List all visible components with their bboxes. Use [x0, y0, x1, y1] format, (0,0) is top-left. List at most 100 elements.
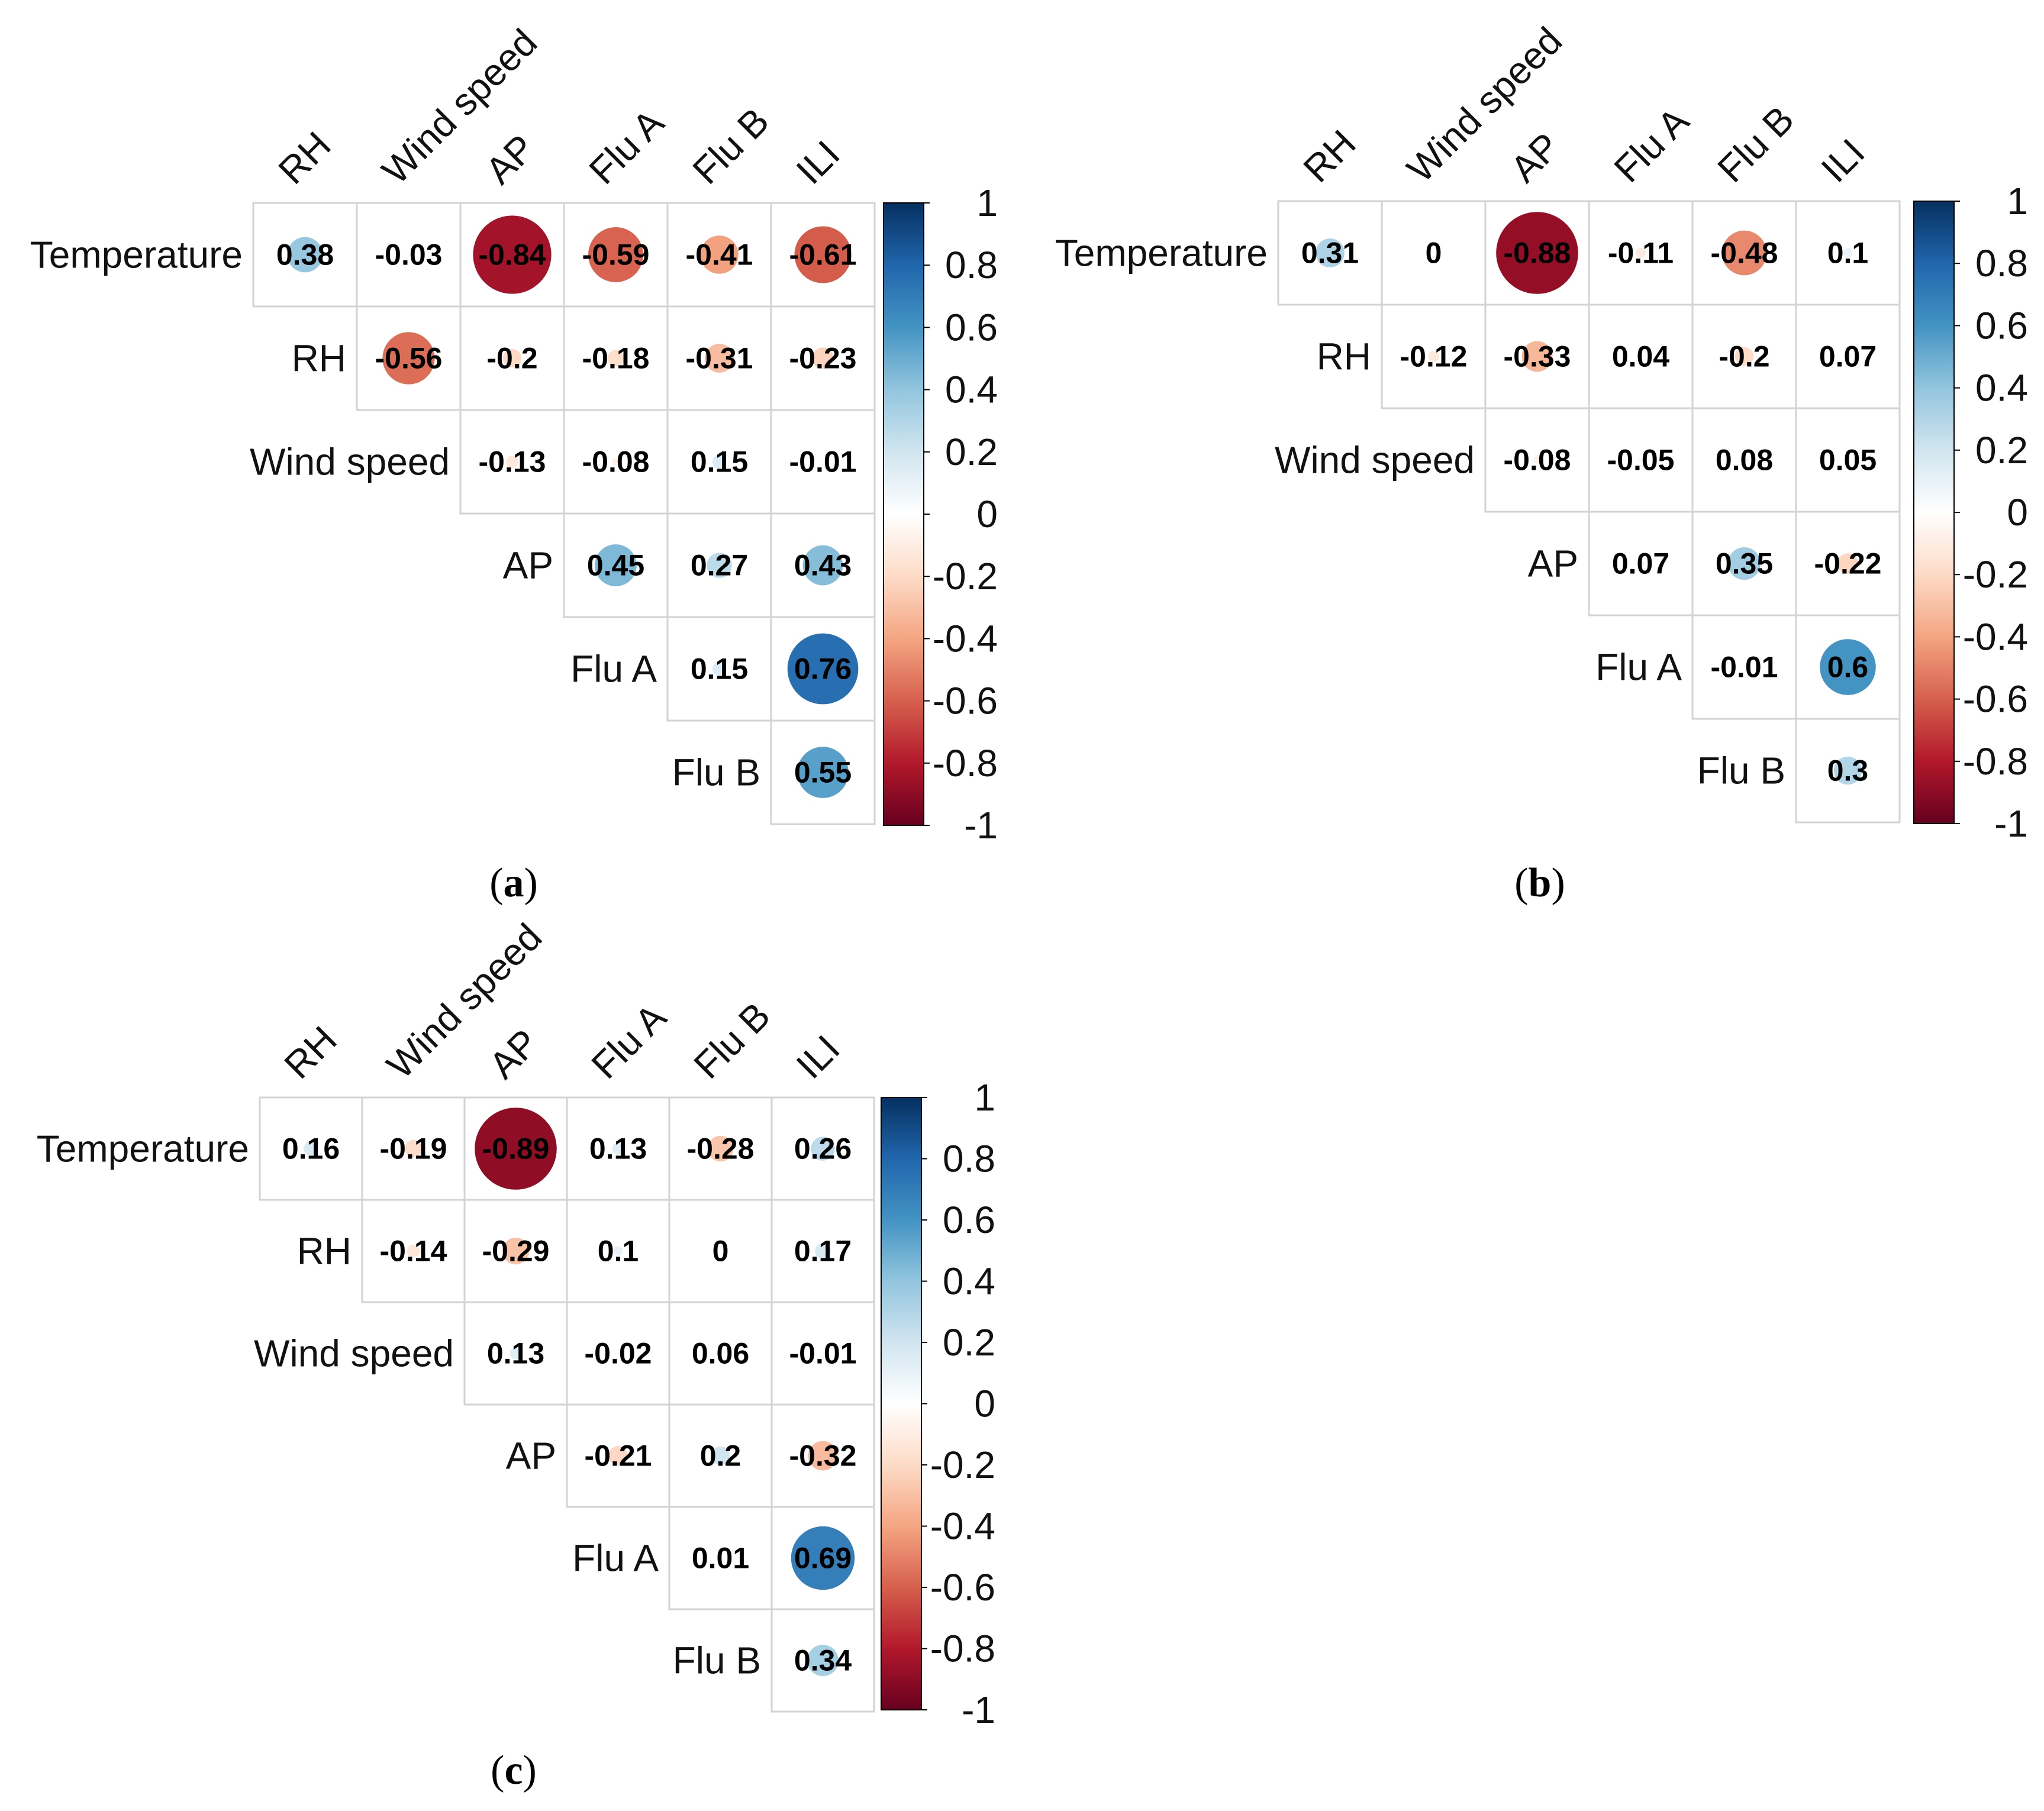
- row-label-b-flu-a: Flu A: [1595, 646, 1682, 689]
- colorbar-tick-label-b: -0.8: [1963, 740, 2028, 783]
- corr-circle-c-temperature-ap: [475, 1108, 557, 1190]
- corr-value-c-ap-ili: -0.32: [789, 1439, 857, 1473]
- corr-circle-a-temperature-rh: [287, 237, 323, 273]
- colorbar-tick-label-c: 0: [974, 1383, 995, 1425]
- corr-circle-a-ap-ili: [802, 545, 843, 586]
- corr-value-c-ap-flu-a: -0.21: [585, 1439, 652, 1473]
- corr-circle-a-rh-flu-a: [607, 350, 624, 367]
- colorbar-tick-label-b: 1: [2007, 180, 2028, 222]
- row-label-a-temperature: Temperature: [30, 234, 243, 276]
- column-label-b-flu-b: Flu B: [1709, 98, 1802, 191]
- colorbar-tick-label-c: -0.2: [930, 1444, 995, 1486]
- colorbar-tick-label-c: -0.8: [930, 1628, 995, 1670]
- column-label-a-ap: AP: [477, 127, 543, 192]
- panel-letter-b: b: [1529, 860, 1552, 906]
- corr-value-b-ap-flu-a: 0.07: [1612, 547, 1669, 580]
- correlation-panel-c: 0.16 -0.19 -0.89 0.13 -0.28 0.26 -0.14 -0.29 0.1…: [37, 915, 995, 1793]
- colorbar-tick-label-c: 0.8: [943, 1138, 995, 1180]
- colorbar-b: [1913, 201, 1955, 824]
- corr-circle-b-wind-speed-flu-a: [1638, 457, 1643, 463]
- corr-value-b-temperature-ili: 0.1: [1827, 237, 1869, 270]
- corr-circle-b-temperature-flu-b: [1721, 230, 1767, 276]
- corr-value-c-flu-b-ili: 0.34: [794, 1644, 852, 1677]
- corr-value-c-rh-flu-a: 0.1: [598, 1235, 639, 1268]
- corr-circle-a-flu-a-ili: [787, 633, 859, 705]
- corr-circle-c-wind-speed-ili: [822, 1352, 824, 1354]
- corr-circle-b-ap-ili: [1837, 553, 1858, 574]
- colorbar-tick-label-c: -0.4: [930, 1505, 995, 1548]
- colorbar-tick-label-a: -0.4: [933, 617, 998, 660]
- column-label-b-ili: ILI: [1813, 131, 1872, 191]
- corr-circle-b-wind-speed-flu-b: [1740, 456, 1748, 464]
- row-label-c-flu-b: Flu B: [673, 1639, 761, 1682]
- panel-label-a: (a): [489, 860, 538, 906]
- corr-circle-c-temperature-flu-a: [612, 1142, 624, 1155]
- corr-circle-b-rh-ap: [1521, 341, 1553, 372]
- corr-circle-c-temperature-rh: [304, 1141, 318, 1156]
- row-label-b-wind-speed: Wind speed: [1275, 439, 1475, 482]
- row-label-a-rh: RH: [292, 337, 346, 380]
- corr-value-b-ap-flu-b: 0.35: [1716, 547, 1773, 580]
- column-label-c-rh: RH: [276, 1018, 344, 1087]
- colorbar-tick-label-b: -0.4: [1963, 615, 2028, 658]
- corr-value-c-temperature-rh: 0.16: [282, 1132, 340, 1166]
- row-label-b-ap: AP: [1528, 543, 1578, 585]
- colorbar-tick-label-b: 0.8: [1975, 242, 2028, 285]
- corr-value-c-ap-flu-b: 0.2: [700, 1439, 741, 1473]
- corr-circle-a-rh-wind-speed: [382, 332, 435, 385]
- colorbar-tick-label-a: 0.2: [945, 431, 998, 473]
- corr-value-c-temperature-flu-b: -0.28: [687, 1132, 755, 1166]
- corr-circle-c-wind-speed-ap: [510, 1347, 522, 1360]
- corr-value-a-rh-flu-a: -0.18: [582, 342, 650, 375]
- colorbar-tick-label-b: -1: [1994, 802, 2028, 845]
- corr-circle-b-rh-wind-speed: [1428, 351, 1439, 362]
- column-label-a-flu-a: Flu A: [581, 101, 672, 192]
- corr-value-a-flu-a-flu-b: 0.15: [691, 653, 748, 686]
- row-label-a-ap: AP: [503, 544, 553, 587]
- corr-value-b-ap-ili: -0.22: [1814, 547, 1882, 580]
- colorbar-c: [881, 1097, 922, 1710]
- column-label-c-flu-b: Flu B: [685, 994, 778, 1087]
- colorbar-tick-label-c: 0.2: [943, 1321, 995, 1364]
- corr-circle-a-temperature-flu-a: [588, 227, 643, 282]
- corr-value-c-wind-speed-flu-a: -0.02: [585, 1337, 652, 1370]
- corr-circle-a-temperature-ili: [794, 226, 852, 283]
- corr-circle-a-wind-speed-ap: [506, 456, 518, 468]
- colorbar-tick-label-b: -0.2: [1963, 553, 2028, 596]
- corr-value-a-temperature-ili: -0.61: [789, 238, 857, 272]
- row-label-a-wind-speed: Wind speed: [250, 441, 450, 483]
- colorbar-a: [883, 202, 924, 826]
- corr-value-a-temperature-flu-a: -0.59: [582, 238, 650, 272]
- corr-value-a-wind-speed-flu-a: -0.08: [582, 446, 650, 479]
- corr-value-c-rh-ap: -0.29: [482, 1235, 550, 1268]
- colorbar-tick-label-a: -0.8: [933, 742, 998, 785]
- corr-circle-c-temperature-ili: [811, 1137, 835, 1161]
- corr-value-b-temperature-flu-a: -0.11: [1608, 237, 1674, 270]
- grid-cell: [770, 1608, 875, 1713]
- corr-circle-b-ap-flu-a: [1637, 560, 1645, 567]
- panel-letter-a: a: [504, 860, 524, 906]
- corr-value-b-flu-a-flu-b: -0.01: [1711, 651, 1778, 684]
- row-label-c-wind-speed: Wind speed: [254, 1332, 454, 1375]
- corr-value-c-rh-wind-speed: -0.14: [380, 1235, 447, 1268]
- corr-circle-b-flu-b-ili: [1833, 756, 1862, 785]
- colorbar-tick-label-b: 0.6: [1975, 304, 2028, 347]
- corr-value-b-wind-speed-flu-b: 0.08: [1716, 444, 1773, 477]
- corr-value-c-temperature-wind-speed: -0.19: [380, 1132, 447, 1166]
- column-label-c-ili: ILI: [788, 1027, 847, 1087]
- colorbar-tick-label-c: 0.6: [943, 1199, 995, 1241]
- corr-circle-c-rh-ili: [815, 1243, 831, 1259]
- corr-value-a-temperature-ap: -0.84: [479, 238, 546, 272]
- corr-value-c-flu-a-ili: 0.69: [794, 1542, 852, 1575]
- correlation-panel-a: 0.38 -0.03 -0.84 -0.59 -0.41 -0.61-0.56 -0.2 -0…: [30, 21, 998, 906]
- corr-value-b-rh-ap: -0.33: [1504, 340, 1571, 373]
- grid-cell: [1795, 718, 1901, 824]
- corr-circle-c-temperature-wind-speed: [404, 1139, 423, 1158]
- corr-value-b-flu-b-ili: 0.3: [1827, 754, 1869, 787]
- corr-value-a-flu-b-ili: 0.55: [794, 756, 852, 789]
- corr-value-c-temperature-ap: -0.89: [482, 1132, 550, 1166]
- corr-circle-b-ap-flu-b: [1727, 547, 1761, 580]
- panel-letter-c: c: [504, 1748, 523, 1793]
- corr-circle-b-temperature-rh: [1316, 238, 1345, 267]
